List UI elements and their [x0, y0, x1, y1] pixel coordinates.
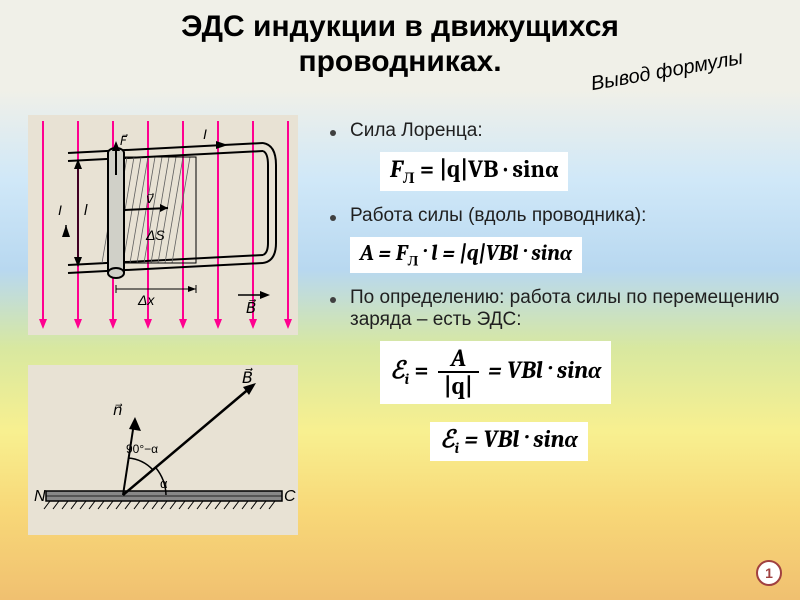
label-B2: B⃗: [242, 367, 253, 387]
bullet-dot-icon: [330, 297, 336, 303]
label-n: n⃗: [113, 402, 123, 419]
content-area: Сила Лоренца: FЛ = |q|VB · sinα Работа с…: [320, 120, 780, 475]
label-N: N: [34, 488, 46, 505]
label-angle2: α: [160, 476, 168, 491]
bullet-text-3: По определению: работа силы по перемещен…: [350, 287, 780, 331]
label-l: l: [84, 202, 88, 219]
bullet-emf: По определению: работа силы по перемещен…: [320, 287, 780, 331]
label-F: F⃗: [120, 134, 128, 148]
label-B1: B⃗: [246, 298, 256, 317]
diagram1-svg: I I l v⃗ F⃗ ΔS Δx B⃗: [28, 115, 298, 335]
formula-emf-full: ℰi = A |q| = VBl · sinα: [380, 341, 611, 404]
label-I-top: I: [203, 126, 207, 142]
label-v: v⃗: [146, 191, 154, 206]
diagram2-svg: N C n⃗ B⃗ 90°−α α: [28, 365, 298, 535]
diagram-angle: N C n⃗ B⃗ 90°−α α: [28, 365, 298, 535]
bullet-dot-icon: [330, 215, 336, 221]
bullet-lorentz: Сила Лоренца:: [320, 120, 780, 142]
formula-emf-short: ℰi = VBl · sinα: [430, 422, 588, 461]
diagram-moving-conductor: I I l v⃗ F⃗ ΔS Δx B⃗: [28, 115, 298, 335]
page-number: 1: [756, 560, 782, 586]
bullet-text-1: Сила Лоренца:: [350, 120, 483, 142]
label-angle1: 90°−α: [126, 442, 158, 456]
label-I-left: I: [58, 202, 62, 218]
formula-lorentz: FЛ = |q|VB · sinα: [380, 152, 568, 191]
bullet-text-2: Работа силы (вдоль проводника):: [350, 205, 646, 227]
title-line-1: ЭДС индукции в движущихся: [181, 10, 619, 43]
formula-work: A = FЛ · l = |q|VBl · sinα: [350, 237, 582, 273]
title-line-2: проводниках.: [298, 45, 501, 78]
label-C: C: [284, 488, 296, 505]
label-dx: Δx: [137, 292, 155, 308]
bullet-work: Работа силы (вдоль проводника):: [320, 205, 780, 227]
label-dS: ΔS: [145, 227, 165, 243]
bullet-dot-icon: [330, 130, 336, 136]
